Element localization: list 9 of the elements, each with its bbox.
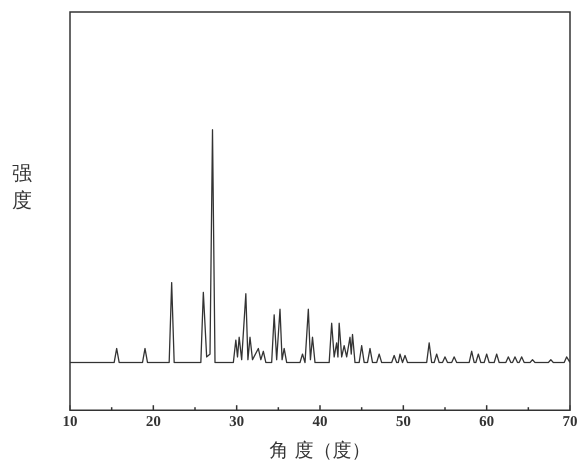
x-tick-label: 40 — [312, 414, 328, 430]
x-tick-label: 70 — [562, 414, 578, 430]
y-axis-title: 强度 — [12, 160, 32, 214]
x-tick-label: 50 — [396, 414, 411, 430]
x-tick-label: 20 — [146, 414, 161, 430]
x-tick-label: 60 — [479, 414, 494, 430]
x-tick-label: 10 — [62, 414, 78, 430]
x-tick-label: 30 — [229, 414, 244, 430]
x-axis-title: 角 度（度） — [269, 440, 371, 462]
